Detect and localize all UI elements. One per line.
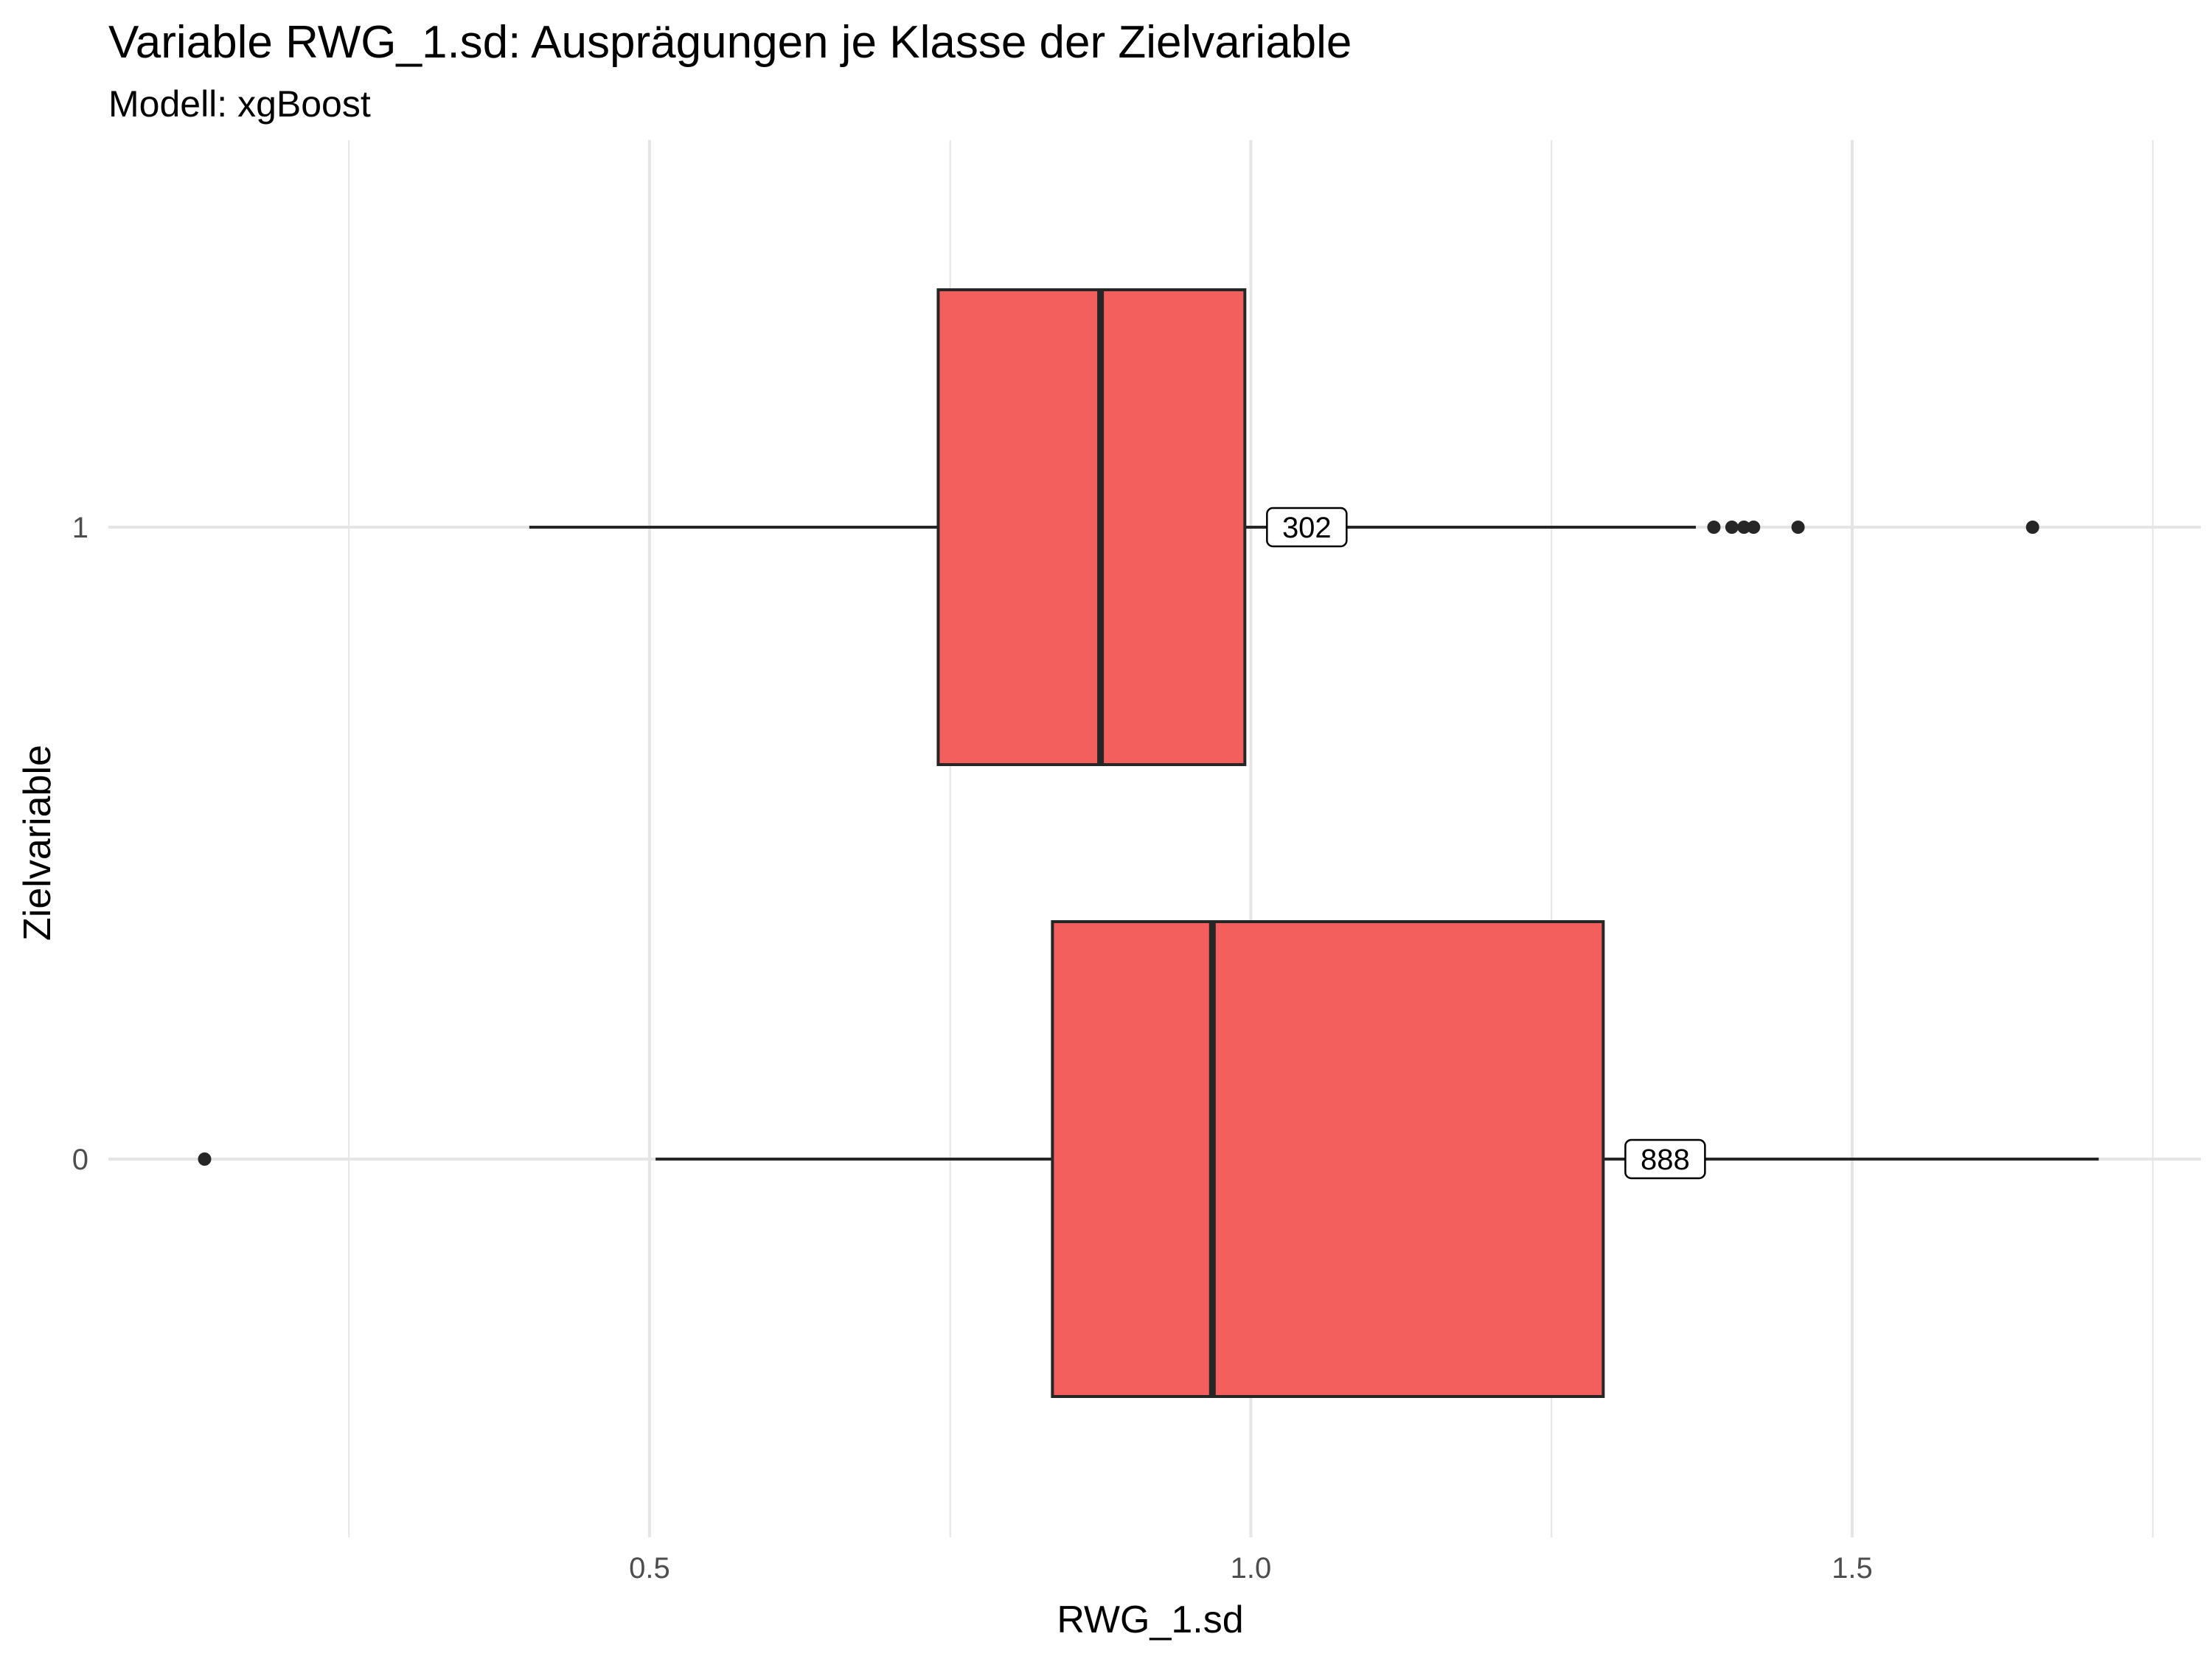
box-1: 302 [529, 288, 2039, 766]
boxes: 302 888 [198, 288, 2099, 1398]
outlier-point [1737, 521, 1751, 534]
x-tick-label: 1.5 [1832, 1552, 1873, 1585]
chart-title: Variable RWG_1.sd: Ausprägungen je Klass… [108, 17, 1352, 68]
count-label-box [1624, 1138, 1706, 1180]
outlier-point [2025, 521, 2039, 534]
y-tick-label: 1 [72, 512, 88, 544]
outlier-point [1725, 521, 1739, 534]
box-iqr [1051, 920, 1605, 1398]
y-axis-title: Zielvariable [16, 745, 59, 941]
outlier-point [198, 1152, 212, 1166]
count-label: 302 [1282, 512, 1332, 544]
count-label: 888 [1641, 1144, 1690, 1176]
chart-subtitle: Modell: xgBoost [108, 83, 371, 125]
outlier-point [1747, 521, 1761, 534]
y-tick-label: 0 [72, 1144, 88, 1176]
count-label-box [1266, 507, 1348, 548]
outlier-point [1707, 521, 1721, 534]
y-axis-ticks: 10 [72, 512, 88, 1176]
box-iqr [936, 288, 1247, 766]
outlier-point [1791, 521, 1805, 534]
x-tick-label: 0.5 [629, 1552, 670, 1585]
x-tick-label: 1.0 [1231, 1552, 1272, 1585]
x-axis-ticks: 0.5 1.0 1.5 [629, 1552, 1873, 1585]
x-axis-title: RWG_1.sd [1057, 1599, 1243, 1641]
box-0: 888 [198, 920, 2099, 1398]
